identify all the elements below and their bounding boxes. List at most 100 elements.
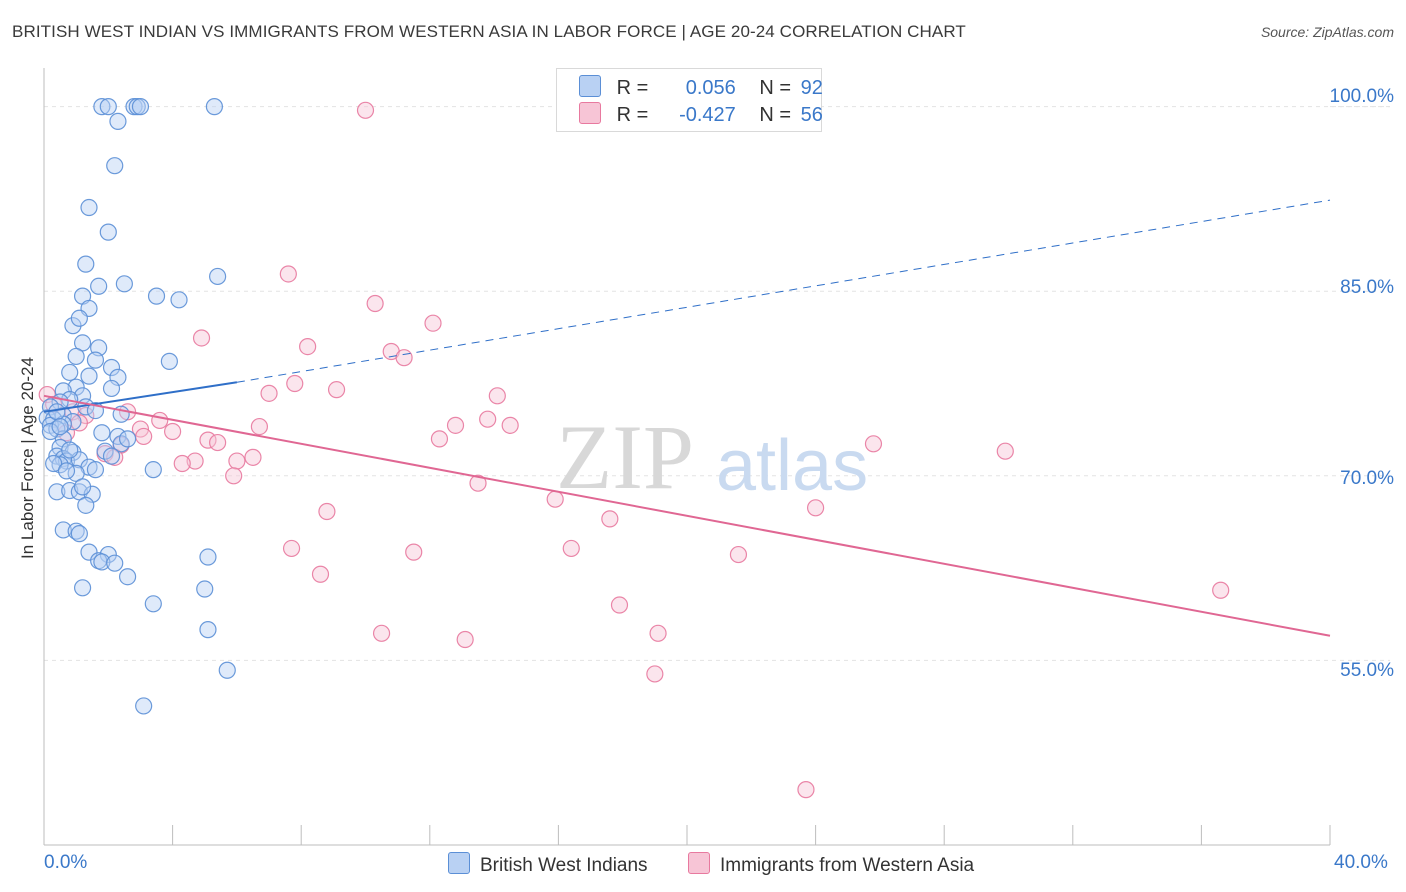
- source-label: Source: ZipAtlas.com: [1260, 24, 1394, 40]
- data-point: [601, 510, 619, 528]
- data-point: [562, 539, 580, 558]
- data-point: [546, 490, 564, 508]
- data-point: [430, 430, 449, 448]
- data-point: [57, 462, 76, 480]
- y-axis-label: In Labor Force | Age 20-24: [18, 357, 37, 559]
- data-point: [186, 452, 204, 470]
- data-point: [649, 624, 667, 642]
- legend-item-immigrants-western-asia: Immigrants from Western Asia: [688, 852, 974, 877]
- data-point: [61, 363, 79, 382]
- data-point: [51, 456, 69, 474]
- data-point: [282, 539, 301, 558]
- data-point: [93, 553, 111, 571]
- data-point: [729, 545, 748, 564]
- r-label: R =: [616, 77, 649, 99]
- data-point: [864, 435, 883, 453]
- data-point: [996, 442, 1014, 460]
- n-label: N =: [759, 104, 792, 126]
- data-point: [797, 781, 815, 799]
- data-point: [86, 461, 105, 479]
- data-point: [61, 441, 79, 459]
- data-point: [501, 416, 519, 434]
- data-point: [77, 255, 95, 273]
- data-point: [170, 291, 188, 309]
- data-point: [48, 403, 66, 421]
- pink-swatch: [579, 102, 601, 124]
- r-label: R =: [616, 104, 649, 126]
- data-point: [318, 502, 336, 521]
- data-point: [311, 565, 330, 583]
- trend-line-blue-projection: [236, 199, 1331, 383]
- watermark-atlas: atlas: [716, 426, 868, 506]
- data-point: [54, 521, 72, 539]
- data-point: [77, 496, 95, 514]
- x-tick-max: 40.0%: [1334, 852, 1388, 873]
- data-point: [135, 427, 153, 446]
- legend-label: British West Indians: [480, 855, 648, 876]
- data-point: [456, 630, 474, 649]
- y-tick-70: 70.0%: [1340, 468, 1394, 489]
- data-point: [102, 358, 121, 377]
- data-point: [244, 448, 262, 466]
- legend-label: Immigrants from Western Asia: [720, 855, 975, 876]
- data-point: [1212, 581, 1230, 599]
- data-point: [67, 522, 85, 540]
- data-point: [106, 157, 124, 175]
- series-british-west-indians: [38, 98, 236, 715]
- gridlines: [44, 106, 1390, 661]
- data-point: [51, 417, 69, 436]
- blue-swatch: [448, 852, 470, 874]
- data-point: [372, 624, 391, 642]
- data-point: [144, 595, 162, 613]
- data-point: [479, 410, 497, 428]
- data-point: [327, 381, 346, 399]
- data-point: [90, 277, 108, 295]
- data-point: [118, 568, 137, 586]
- y-tick-85: 85.0%: [1340, 277, 1394, 298]
- legend-row-blue: R = 0.056 N = 92: [579, 75, 823, 99]
- data-point: [228, 452, 246, 470]
- data-point: [488, 387, 506, 405]
- data-point: [205, 98, 223, 116]
- data-point: [93, 424, 111, 442]
- legend-item-british-west-indians: British West Indians: [448, 852, 648, 877]
- data-point: [147, 287, 166, 305]
- data-point: [106, 554, 124, 572]
- data-point: [135, 697, 153, 715]
- chart-title: BRITISH WEST INDIAN VS IMMIGRANTS FROM W…: [12, 22, 966, 41]
- data-point: [67, 347, 85, 366]
- data-point: [99, 223, 117, 241]
- data-point: [118, 430, 137, 448]
- data-point: [299, 337, 317, 356]
- trend-line-blue: [43, 381, 238, 413]
- data-point: [366, 294, 384, 313]
- data-point: [131, 98, 150, 116]
- r-value: 0.056: [685, 77, 736, 99]
- data-point: [93, 98, 111, 116]
- data-point: [469, 474, 487, 492]
- trend-line-pink: [43, 394, 1331, 637]
- data-point: [109, 112, 127, 130]
- data-point: [48, 483, 66, 501]
- data-point: [196, 580, 214, 598]
- pink-swatch: [688, 852, 710, 874]
- data-point: [80, 367, 98, 385]
- stats-legend: R = 0.056 N = 92 R = -0.427 N = 56: [556, 68, 823, 132]
- legend-row-pink: R = -0.427 N = 56: [579, 102, 823, 126]
- watermark-zip: ZIP: [556, 406, 694, 508]
- data-point: [260, 384, 278, 402]
- data-point: [80, 543, 98, 561]
- data-point: [209, 267, 227, 286]
- data-point: [45, 454, 63, 473]
- n-label: N =: [759, 77, 792, 99]
- data-point: [144, 461, 162, 479]
- data-point: [99, 98, 117, 116]
- data-point: [70, 309, 88, 327]
- data-point: [286, 374, 304, 393]
- data-point: [279, 265, 297, 283]
- data-point: [80, 198, 98, 217]
- r-value: -0.427: [679, 104, 736, 126]
- data-point: [646, 665, 664, 683]
- data-point: [395, 349, 413, 367]
